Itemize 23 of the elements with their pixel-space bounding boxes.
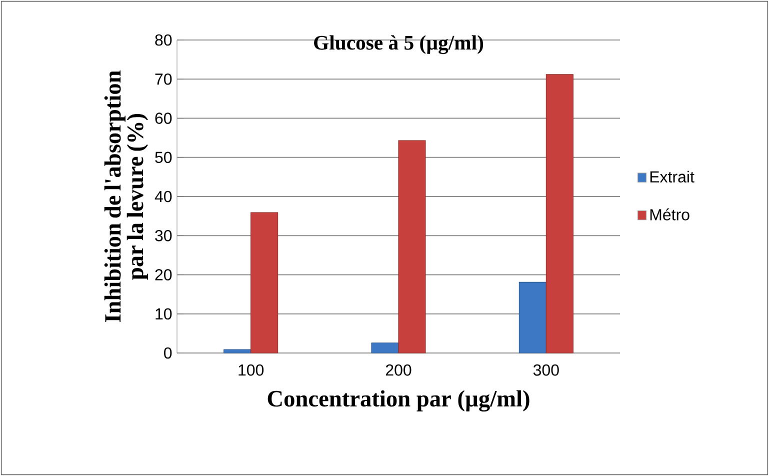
y-axis-title: Inhibition de l'absorption par la levure (%) xyxy=(104,70,148,322)
y-tick-label: 20 xyxy=(155,269,172,280)
y-tick-label: 50 xyxy=(155,152,172,164)
bar xyxy=(224,349,252,354)
chart-title: Glucose à 5 (µg/ml) xyxy=(314,35,484,54)
bar xyxy=(371,342,399,354)
y-tick-label: 10 xyxy=(156,308,172,320)
legend-label: Métro xyxy=(650,208,690,220)
y-tick-label: 30 xyxy=(155,230,172,242)
x-tick-label: 300 xyxy=(533,364,559,376)
x-tick-label: 100 xyxy=(238,364,264,376)
x-axis-title: Concentration par (µg/ml) xyxy=(268,390,530,412)
y-tick-label: 70 xyxy=(155,73,172,85)
legend-label: Extrait xyxy=(650,170,694,183)
y-tick-label: 0 xyxy=(164,347,172,359)
bar xyxy=(250,212,278,354)
bar xyxy=(398,140,426,354)
bar xyxy=(518,282,546,354)
y-tick-label: 40 xyxy=(154,190,172,202)
bar xyxy=(546,74,574,354)
y-tick-label: 80 xyxy=(155,34,172,46)
x-tick-label: 200 xyxy=(386,364,412,376)
y-tick-label: 60 xyxy=(155,112,172,124)
